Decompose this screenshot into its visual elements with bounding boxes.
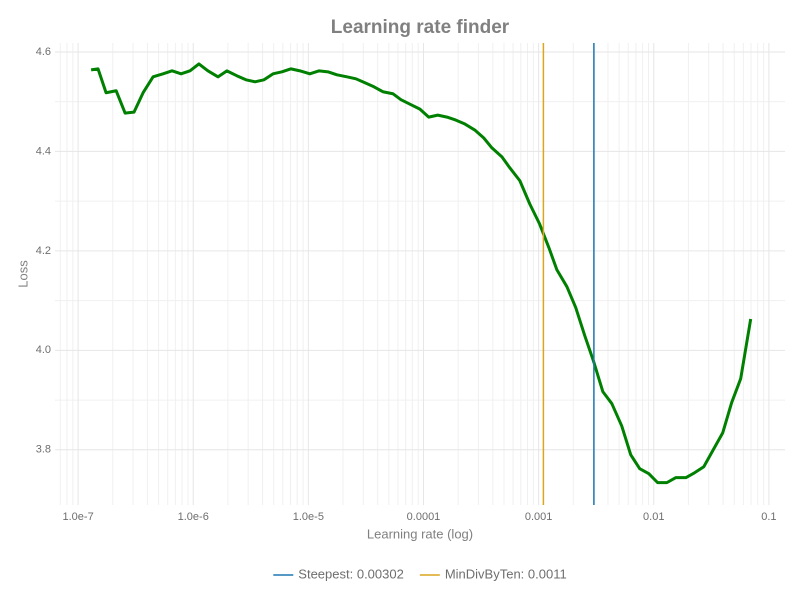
x-tick-label: 1.0e-7 bbox=[63, 511, 94, 523]
x-tick-label: 0.0001 bbox=[407, 511, 441, 523]
legend-label: Steepest: 0.00302 bbox=[298, 566, 404, 581]
x-tick-label: 1.0e-6 bbox=[178, 511, 209, 523]
x-axis-label: Learning rate (log) bbox=[367, 526, 473, 541]
x-tick-label: 0.1 bbox=[761, 511, 776, 523]
grid bbox=[55, 43, 785, 505]
legend: Steepest: 0.00302 MinDivByTen: 0.0011 bbox=[273, 566, 567, 581]
y-tick-label: 4.6 bbox=[36, 46, 51, 58]
y-axis-label: Loss bbox=[15, 260, 30, 288]
y-tick-label: 4.2 bbox=[36, 245, 51, 257]
y-tick-label: 4.4 bbox=[36, 145, 51, 157]
legend-label: MinDivByTen: 0.0011 bbox=[445, 566, 567, 581]
y-tick-label: 4.0 bbox=[36, 344, 51, 356]
x-tick-label: 0.01 bbox=[643, 511, 664, 523]
loss-line bbox=[90, 62, 753, 485]
x-tick-label: 1.0e-5 bbox=[293, 511, 324, 523]
chart-title: Learning rate finder bbox=[331, 17, 510, 38]
x-tick-label: 0.001 bbox=[525, 511, 553, 523]
y-tick-label: 3.8 bbox=[36, 444, 51, 456]
